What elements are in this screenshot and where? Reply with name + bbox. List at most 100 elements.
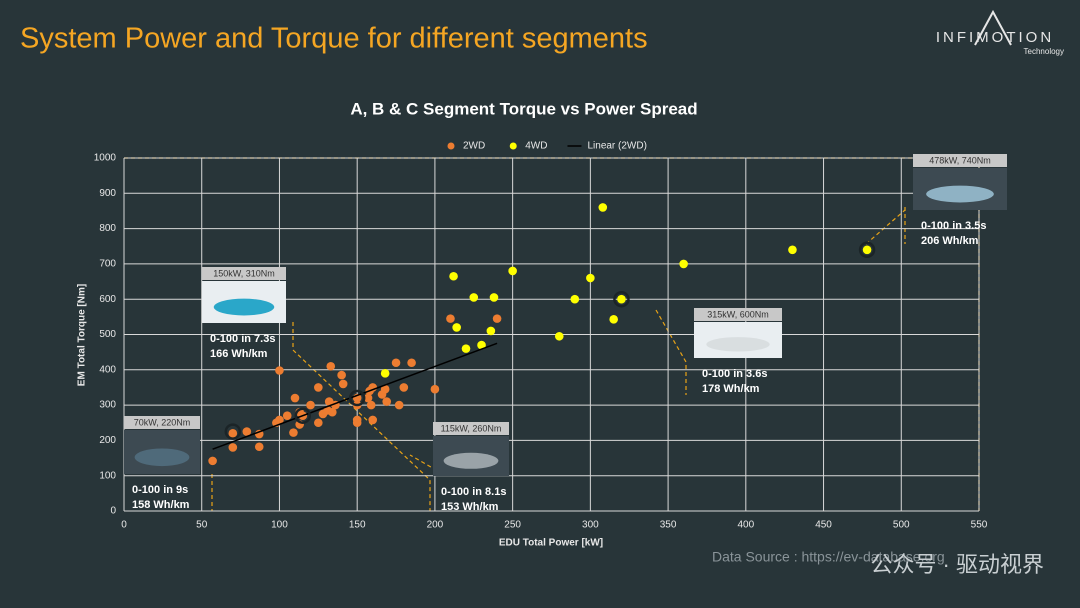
highlight-ring (224, 423, 242, 440)
data-point (570, 294, 580, 304)
highlight-ring (294, 407, 312, 424)
logo-sub: Technology (1024, 47, 1064, 56)
x-tick-label: 500 (893, 520, 910, 531)
annotation-header: 478kW, 740Nm (929, 155, 991, 165)
data-point (363, 393, 373, 403)
x-tick-label: 200 (427, 520, 444, 531)
source-note: Data Source : https://ev-database.org (712, 549, 945, 565)
data-point (609, 315, 618, 324)
watermark: 公众号 · 驱动视界 (870, 552, 1044, 577)
data-point (446, 314, 455, 323)
annotation-line: 0-100 in 8.1s (441, 486, 506, 498)
x-tick-label: 150 (349, 520, 366, 531)
data-point (679, 259, 688, 269)
data-point (554, 331, 564, 341)
annotation-line: 158 Wh/km (132, 499, 190, 511)
car-shape (706, 337, 770, 352)
car-shape (213, 298, 275, 316)
y-tick-label: 600 (99, 294, 116, 305)
annotation-line: 206 Wh/km (921, 235, 979, 247)
x-tick-label: 450 (815, 520, 832, 531)
legend-label: 2WD (463, 141, 485, 152)
data-point (254, 442, 264, 452)
legend-label: Linear (2WD) (587, 141, 646, 152)
annotation-header-box (913, 154, 1007, 167)
annotation-line: 0-100 in 3.5s (921, 220, 986, 232)
data-point (338, 379, 348, 389)
data-point (430, 384, 440, 394)
x-tick-label: 50 (196, 520, 208, 531)
slide-title: System Power and Torque for different se… (20, 23, 648, 55)
chart-title: A, B & C Segment Torque vs Power Spread (350, 99, 697, 118)
x-tick-label: 300 (582, 520, 599, 531)
data-point (282, 411, 292, 420)
x-axis-label: EDU Total Power [kW] (499, 538, 603, 549)
annotation-line: 178 Wh/km (702, 383, 760, 395)
data-point (328, 407, 337, 417)
annotation-header-box (694, 308, 782, 321)
data-point (486, 326, 496, 336)
data-point (788, 245, 797, 255)
x-tick-label: 550 (971, 520, 988, 531)
data-point (461, 344, 471, 353)
annotation-line: 0-100 in 3.6s (702, 368, 767, 380)
data-point (469, 293, 479, 302)
data-point (508, 266, 517, 276)
data-point (477, 340, 486, 350)
annotation-line: 166 Wh/km (210, 348, 268, 360)
data-point (617, 294, 626, 304)
data-point (228, 429, 238, 438)
highlight-ring (348, 389, 366, 407)
data-point (862, 245, 872, 255)
x-tick-label: 400 (737, 520, 754, 531)
x-tick-label: 100 (271, 520, 288, 531)
data-point (452, 323, 461, 332)
data-point (289, 428, 298, 437)
data-point (368, 415, 378, 425)
data-point (326, 361, 336, 371)
x-tick-label: 250 (504, 520, 521, 531)
data-point (586, 273, 595, 283)
data-point (399, 383, 409, 392)
data-point (391, 358, 401, 368)
x-tick-label: 350 (660, 520, 677, 531)
data-point (352, 418, 362, 428)
annotation-header: 150kW, 310Nm (213, 268, 275, 278)
trend-line (212, 342, 498, 450)
y-tick-label: 800 (99, 223, 116, 234)
data-point (380, 369, 390, 378)
data-point (394, 400, 404, 410)
data-point (489, 293, 499, 302)
annotation-header: 115kW, 260Nm (441, 423, 502, 433)
x-tick-label: 0 (121, 520, 127, 531)
y-tick-label: 400 (99, 364, 116, 375)
data-point (337, 370, 346, 380)
y-axis-label: EM Total Torque [Nm] (77, 284, 88, 386)
data-point (290, 393, 300, 403)
data-point (275, 415, 284, 425)
car-shape (926, 185, 994, 203)
annotation-header-box (202, 267, 286, 280)
annotation-line: 153 Wh/km (441, 501, 499, 513)
car-shape (134, 448, 190, 467)
annotation-header-box (433, 422, 509, 435)
legend-swatch (447, 142, 455, 150)
annotation-header: 70kW, 220Nm (134, 417, 191, 427)
data-point (228, 443, 238, 452)
data-point (380, 384, 390, 394)
legend-label: 4WD (525, 141, 547, 152)
highlight-ring (613, 290, 630, 308)
data-point (306, 400, 315, 410)
data-point (275, 366, 284, 375)
logo-mark (974, 9, 1012, 46)
y-tick-label: 1000 (94, 153, 117, 164)
annotation-line: 0-100 in 7.3s (210, 333, 275, 345)
data-point (314, 383, 323, 392)
y-tick-label: 300 (99, 400, 116, 411)
y-tick-label: 100 (99, 470, 116, 481)
logo-name: INFIMOTION (936, 29, 1054, 46)
data-point (366, 400, 376, 410)
data-point (407, 358, 416, 368)
data-point (492, 314, 502, 323)
